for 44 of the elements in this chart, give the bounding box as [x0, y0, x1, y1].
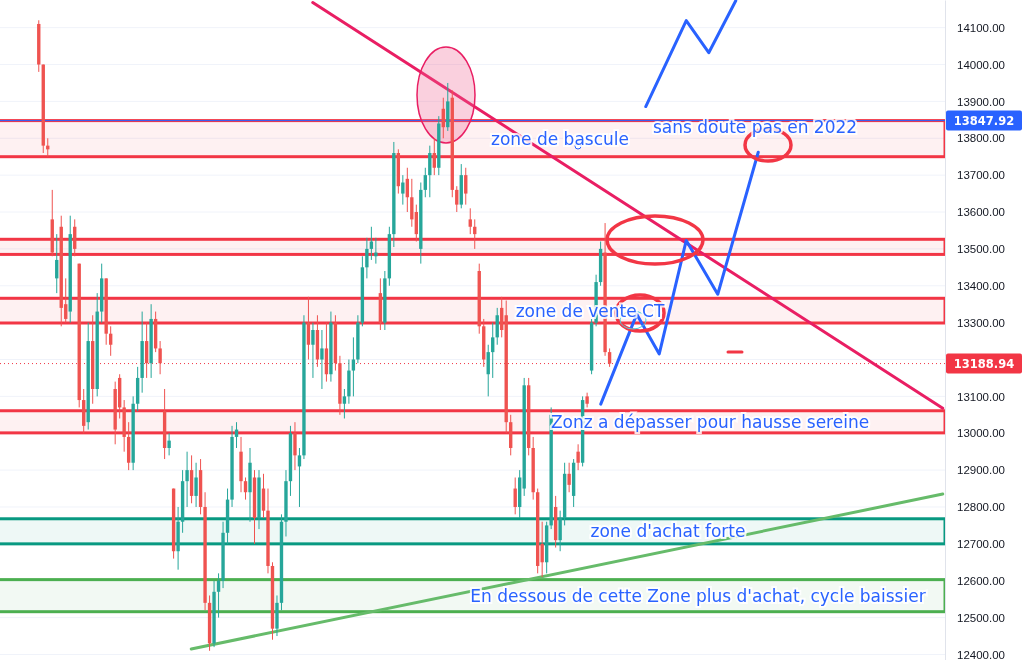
y-tick-label: 12400.00: [957, 648, 1005, 660]
candlestick: [351, 336, 356, 397]
candlestick: [293, 421, 297, 471]
candlestick: [167, 432, 171, 456]
y-tick-label: 12800.00: [957, 501, 1005, 514]
candlestick: [432, 137, 436, 176]
candlestick: [158, 340, 162, 375]
candlestick: [558, 510, 562, 552]
candlestick: [374, 237, 378, 265]
candlestick: [342, 388, 347, 419]
candlestick: [401, 174, 405, 206]
ref-line-label: 13847.92: [953, 113, 1015, 128]
line-series: [644, 0, 738, 109]
candlestick: [185, 451, 189, 508]
y-tick-label: 13700.00: [957, 169, 1005, 182]
y-tick-label: 12900.00: [957, 464, 1005, 477]
candlestick: [311, 322, 315, 379]
y-tick-label: 12700.00: [957, 538, 1005, 551]
y-tick-label: 13600.00: [957, 206, 1005, 219]
candlestick: [194, 462, 198, 508]
ref-line-label: 13188.94: [953, 356, 1015, 371]
y-tick-label: 13500.00: [957, 243, 1005, 256]
candlestick: [464, 167, 468, 206]
y-tick-label: 14100.00: [957, 21, 1005, 34]
candlestick: [365, 237, 369, 279]
y-tick-label: 13400.00: [957, 279, 1005, 292]
y-tick-label: 13100.00: [957, 390, 1005, 403]
candlestick: [468, 207, 472, 235]
candlestick: [423, 167, 427, 198]
y-tick-label: 14000.00: [957, 58, 1005, 71]
candlestick: [576, 443, 580, 471]
y-tick-label: 12500.00: [957, 611, 1005, 624]
candlestick: [320, 329, 324, 390]
band-label: zone d'achat forte: [590, 521, 746, 542]
candlestick: [491, 322, 495, 379]
y-tick-label: 13300.00: [957, 316, 1005, 329]
y-tick-label: 13000.00: [957, 427, 1005, 440]
y-tick-label: 12600.00: [957, 574, 1005, 587]
candlestick: [455, 185, 459, 213]
y-tick-label: 13900.00: [957, 95, 1005, 108]
band-label: En dessous de cette Zone plus d'achat, cycle baissier: [470, 585, 926, 606]
y-tick-label: 13800.00: [957, 132, 1005, 145]
candlestick: [607, 347, 612, 368]
candlestick: [567, 462, 571, 493]
